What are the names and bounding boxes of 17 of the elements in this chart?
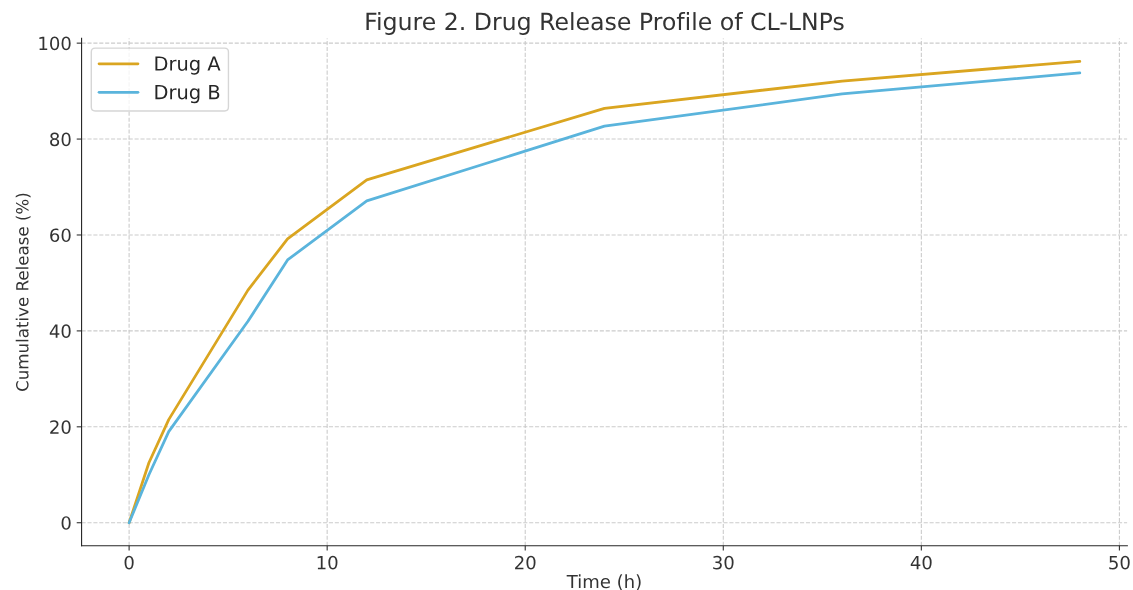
x-tick-label: 10	[317, 555, 338, 570]
y-axis-title: Cumulative Release (%)	[15, 193, 31, 391]
y-tick-label: 60	[50, 228, 71, 243]
y-tick-label: 40	[49, 324, 71, 339]
y-tick-label: 100	[39, 36, 71, 51]
y-tick-label: 20	[50, 420, 71, 434]
legend-label: Drug A	[155, 56, 221, 75]
legend-label: Drug B	[155, 84, 220, 104]
x-axis-title: Time (h)	[566, 574, 641, 590]
x-tick-label: 40	[910, 555, 932, 570]
x-tick-label: 20	[515, 555, 536, 570]
x-tick-label: 30	[713, 555, 734, 570]
x-tick-label: 0	[124, 555, 134, 570]
chart-title: Figure 2. Drug Release Profile of CL-LNPs	[366, 12, 844, 35]
y-tick-label: 80	[50, 132, 71, 147]
x-tick-label: 50	[1109, 555, 1130, 570]
y-tick-label: 0	[61, 516, 71, 530]
